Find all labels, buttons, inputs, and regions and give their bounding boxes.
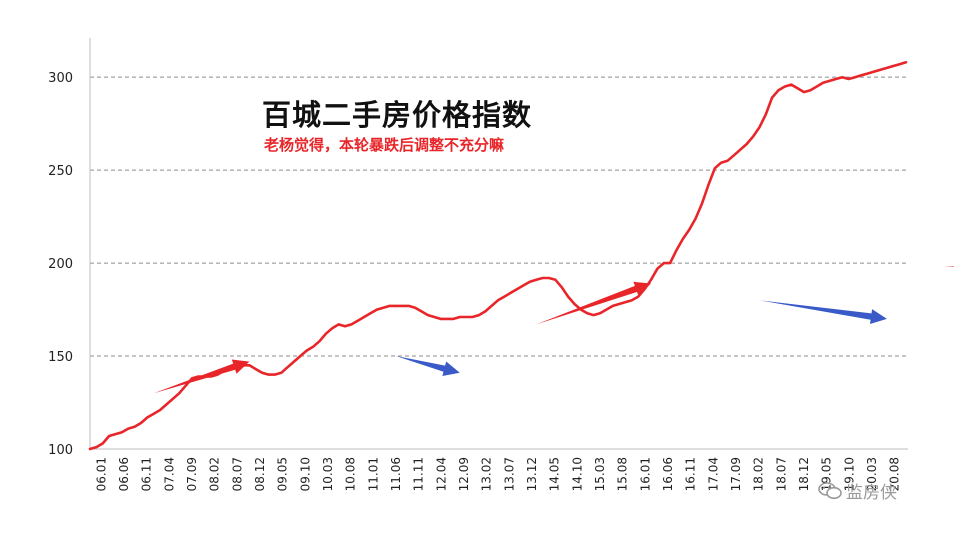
x-tick-label: 11.01 [366, 457, 380, 491]
x-tick-label: 10.08 [344, 457, 358, 491]
x-tick-label: 16.01 [638, 457, 652, 491]
chart-title: 百城二手房价格指数 [262, 98, 533, 132]
x-tick-label: 12.09 [457, 457, 471, 491]
x-tick-label: 06.01 [94, 457, 108, 491]
x-tick-label: 08.02 [208, 457, 222, 491]
annotation-arrows [153, 265, 954, 394]
y-tick-label: 250 [48, 164, 73, 179]
x-tick-label: 11.11 [412, 457, 426, 491]
x-tick-label: 16.06 [661, 457, 675, 491]
y-tick-label: 300 [48, 71, 73, 86]
x-tick-label: 15.08 [616, 457, 630, 491]
x-tick-label: 19.10 [842, 457, 856, 491]
x-tick-label: 12.04 [434, 457, 448, 491]
x-tick-label: 06.11 [140, 457, 154, 491]
x-tick-label: 06.06 [117, 457, 131, 491]
x-tick-label: 13.12 [525, 457, 539, 491]
x-tick-label: 14.10 [570, 457, 584, 491]
x-tick-label: 08.12 [253, 457, 267, 491]
y-tick-label: 200 [48, 257, 73, 272]
y-tick-label: 150 [48, 350, 73, 365]
x-tick-label: 08.07 [230, 457, 244, 491]
x-tick-label: 18.12 [797, 457, 811, 491]
x-tick-label: 20.03 [865, 457, 879, 491]
annotation-arrow-1 [396, 356, 460, 376]
x-tick-label: 11.06 [389, 457, 403, 491]
axes [89, 38, 908, 450]
x-tick-label: 18.02 [752, 457, 766, 491]
x-tick-label: 13.02 [480, 457, 494, 491]
chart-subtitle: 老杨觉得，本轮暴跌后调整不充分嘛 [264, 136, 505, 154]
x-tick-label: 09.05 [276, 457, 290, 491]
x-tick-label: 18.07 [774, 457, 788, 491]
watermark-text: 监房侠 [846, 483, 897, 503]
x-tick-label: 17.04 [706, 457, 720, 491]
y-tick-labels: 100 150 200 250 300 [48, 71, 73, 458]
x-tick-label: 13.07 [502, 457, 516, 491]
x-tick-label: 20.08 [888, 457, 902, 491]
x-tick-label: 14.05 [548, 457, 562, 491]
watermark: 监房侠 [818, 478, 897, 503]
x-tick-label: 15.03 [593, 457, 607, 491]
x-tick-label: 07.04 [162, 457, 176, 491]
x-tick-label: 09.10 [298, 457, 312, 491]
annotation-arrow-2 [536, 281, 651, 325]
x-tick-label: 16.11 [684, 457, 698, 491]
x-tick-label: 07.09 [185, 457, 199, 491]
x-tick-label: 17.09 [729, 457, 743, 491]
annotation-arrow-3 [759, 300, 887, 324]
grid-lines [90, 76, 906, 357]
x-tick-labels: 06.01 06.06 06.11 07.04 07.09 08.02 08.07 08.12… [94, 457, 901, 491]
wechat-icon [818, 481, 842, 499]
annotation-arrow-0 [153, 359, 250, 394]
y-tick-label: 100 [48, 443, 73, 458]
x-tick-label: 10.03 [321, 457, 335, 491]
annotation-arrow-4 [944, 265, 954, 267]
